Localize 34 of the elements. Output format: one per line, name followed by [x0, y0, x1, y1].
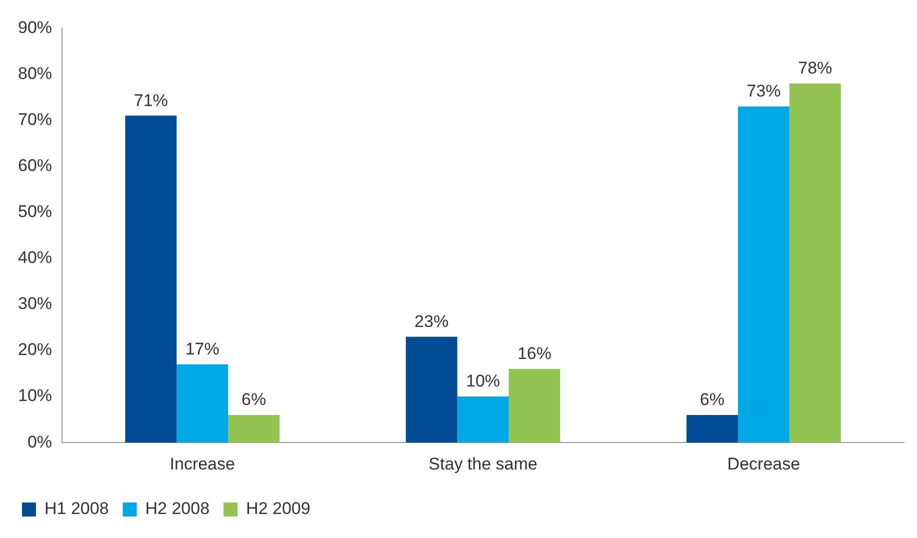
- data-label: 23%: [414, 312, 449, 331]
- x-tick-label: Stay the same: [428, 454, 538, 474]
- bar: [176, 364, 228, 443]
- y-tick-label: 20%: [18, 340, 52, 360]
- data-label: 6%: [242, 390, 266, 410]
- data-label: 10%: [466, 372, 500, 391]
- bar: [457, 396, 509, 443]
- legend-label: H1 2008: [44, 499, 109, 518]
- y-tick-label: 50%: [18, 202, 52, 222]
- data-label: 17%: [185, 340, 220, 359]
- data-label: 78%: [798, 58, 832, 78]
- bar: [125, 116, 177, 443]
- bar: [228, 414, 280, 443]
- bar: [686, 414, 738, 443]
- y-tick-label: 0%: [27, 432, 52, 452]
- data-label: 16%: [517, 344, 552, 364]
- data-label: 6%: [700, 390, 725, 410]
- y-tick-label: 90%: [18, 18, 52, 37]
- legend-label: H2 2009: [246, 499, 310, 518]
- y-tick-label: 10%: [18, 386, 52, 406]
- y-tick-label: 70%: [18, 110, 52, 129]
- y-tick-label: 80%: [18, 64, 52, 83]
- y-tick-label: 30%: [18, 294, 52, 314]
- data-label: 71%: [134, 90, 168, 110]
- y-tick-label: 60%: [18, 156, 52, 176]
- bar: [789, 83, 841, 443]
- data-label: 73%: [746, 82, 781, 101]
- x-tick-label: Decrease: [727, 454, 800, 474]
- bar: [738, 106, 790, 443]
- bar: [508, 368, 560, 443]
- legend-label: H2 2008: [145, 499, 210, 518]
- bar: [406, 336, 458, 443]
- y-tick-label: 40%: [18, 248, 52, 268]
- x-tick-label: Increase: [170, 454, 235, 474]
